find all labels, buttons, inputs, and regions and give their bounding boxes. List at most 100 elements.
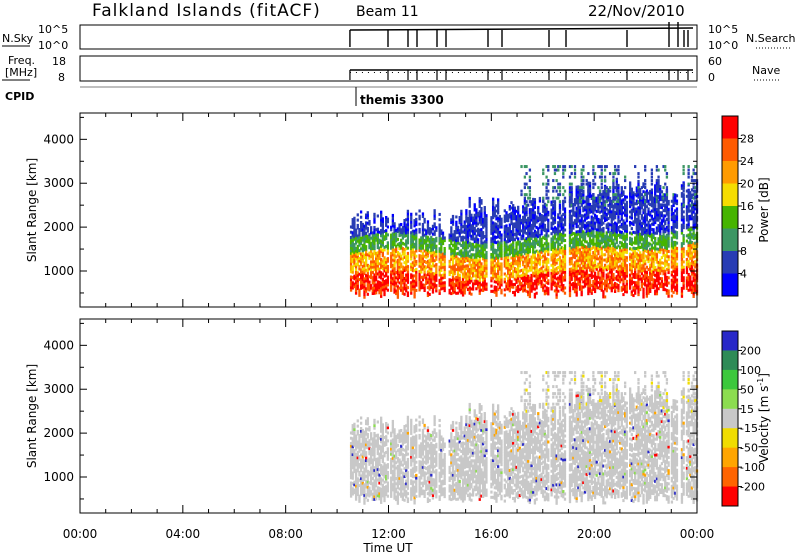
power-cell: [642, 216, 645, 220]
power-cell: [393, 224, 396, 228]
power-cell: [485, 216, 488, 220]
power-cell: [369, 244, 373, 248]
power-cell: [660, 198, 664, 202]
power-cell: [605, 268, 608, 272]
power-cell: [637, 229, 640, 233]
power-cell: [620, 209, 623, 213]
power-cell: [575, 240, 578, 244]
power-cell: [608, 200, 612, 204]
power-cell: [555, 229, 558, 233]
power-cell: [368, 238, 371, 242]
power-cell: [608, 265, 612, 269]
power-cell: [607, 256, 610, 260]
power-cell: [670, 218, 674, 222]
power-cell: [466, 288, 470, 292]
power-cell: [530, 284, 533, 288]
power-cell: [629, 189, 632, 193]
power-cell: [642, 208, 645, 212]
power-cell: [490, 252, 493, 256]
power-cell: [555, 272, 558, 276]
power-cell: [585, 224, 588, 228]
power-cell: [654, 250, 657, 254]
power-cell: [425, 261, 428, 265]
power-cell: [393, 274, 396, 278]
power-cell: [358, 264, 361, 268]
power-cell: [585, 229, 588, 233]
power-cell: [413, 229, 416, 233]
power-cell: [510, 219, 513, 223]
power-cell: [620, 207, 623, 211]
power-cell: [525, 182, 528, 186]
power-cell: [557, 182, 560, 186]
power-cell: [528, 247, 532, 251]
power-cell: [617, 254, 620, 258]
power-cell: [520, 218, 523, 222]
power-cell: [572, 287, 575, 291]
power-cell: [652, 278, 655, 282]
power-cell: [478, 273, 481, 277]
power-cell: [575, 198, 578, 202]
power-cell: [425, 255, 428, 259]
power-cell: [395, 249, 398, 253]
power-cell: [433, 214, 436, 218]
power-cell: [480, 246, 483, 250]
power-cell: [610, 278, 613, 282]
power-cell: [587, 186, 590, 190]
power-cell: [650, 270, 654, 274]
power-cell: [393, 269, 396, 273]
power-cell: [378, 251, 381, 255]
power-cell: [406, 222, 410, 226]
power-cell: [533, 258, 537, 262]
power-cell: [495, 256, 498, 260]
power-cell: [411, 240, 415, 244]
power-cell: [597, 233, 600, 237]
power-cell: [376, 288, 379, 292]
power-cell: [588, 266, 592, 270]
power-cell: [421, 243, 425, 247]
power-cell: [465, 238, 468, 242]
power-cell: [455, 262, 458, 266]
power-cell: [528, 237, 532, 241]
power-cell: [366, 229, 369, 233]
power-cell: [523, 243, 527, 247]
power-cell: [423, 233, 426, 237]
power-cell: [485, 250, 488, 254]
power-cell: [623, 224, 627, 228]
power-cell: [538, 262, 542, 266]
power-cell: [640, 186, 643, 190]
power-cell: [356, 239, 359, 243]
power-cell: [512, 227, 515, 231]
power-cell: [413, 295, 416, 299]
power-cell: [478, 283, 481, 287]
power-cell: [629, 278, 632, 282]
power-cell: [376, 243, 379, 247]
power-cell: [507, 216, 510, 220]
power-cell: [562, 239, 565, 243]
power-cell: [570, 246, 573, 250]
power-cell: [415, 244, 418, 248]
power-cell: [623, 234, 627, 238]
power-cell: [660, 285, 664, 289]
power-cell: [603, 253, 607, 257]
power-cell: [602, 276, 605, 280]
power-cell: [655, 258, 659, 262]
power-cell: [542, 196, 545, 200]
power-cell: [593, 287, 597, 291]
power-cell: [458, 276, 461, 280]
power-cell: [652, 270, 655, 274]
power-cell: [665, 196, 669, 200]
power-cell: [634, 215, 637, 219]
power-cell: [380, 213, 383, 217]
power-cell: [401, 265, 405, 269]
power-cell: [667, 239, 670, 243]
power-cell: [361, 257, 364, 261]
power-cell: [512, 290, 515, 294]
power-cell: [562, 228, 565, 232]
power-cell: [421, 267, 425, 271]
power-cell: [438, 249, 441, 253]
power-cell: [415, 212, 418, 216]
power-cell: [426, 259, 430, 263]
power-cell: [635, 254, 638, 258]
power-cell: [393, 251, 396, 255]
power-cell: [450, 242, 453, 246]
